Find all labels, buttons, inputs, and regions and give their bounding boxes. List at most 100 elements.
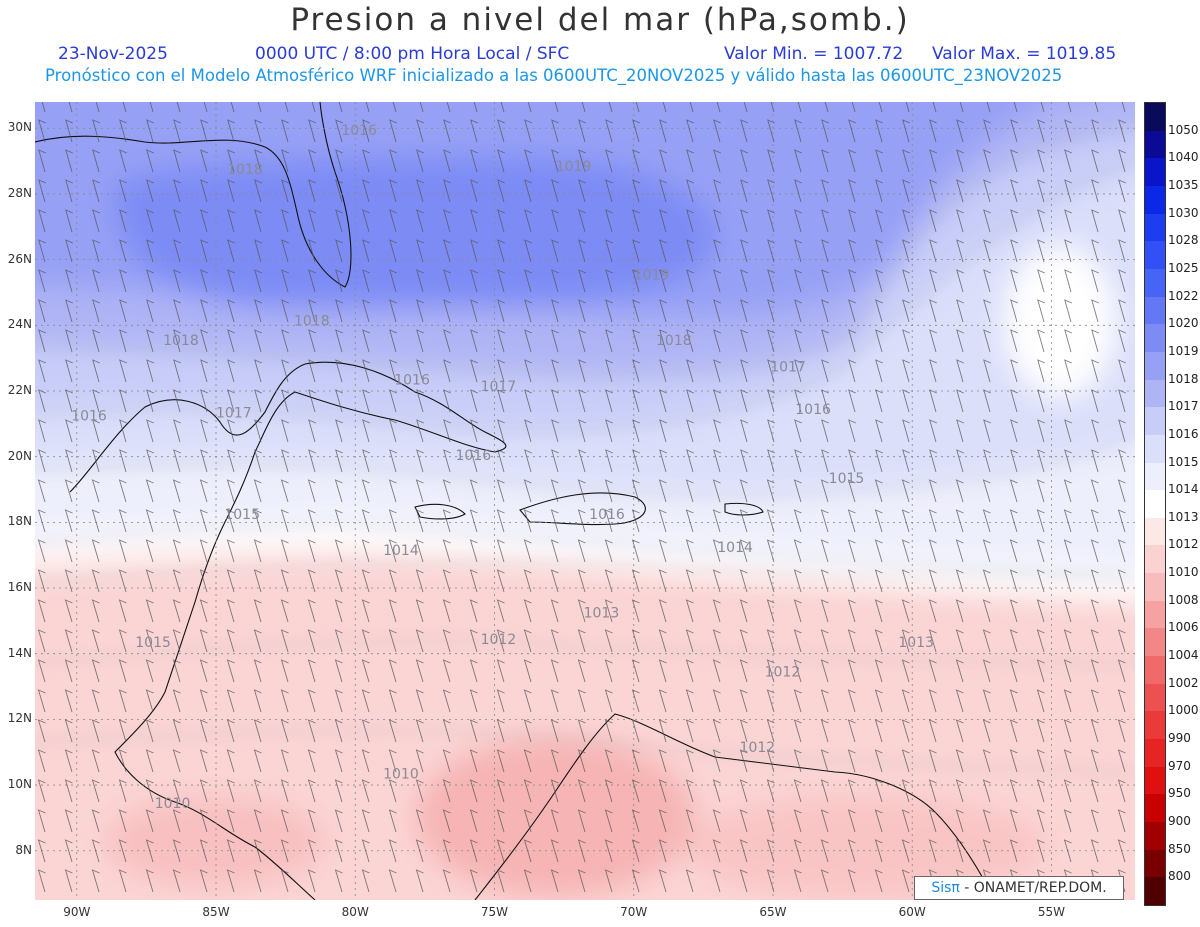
wind-barb [982, 779, 991, 803]
wind-barb [1009, 689, 1018, 713]
wind-barb [497, 389, 505, 413]
legend-label: 1002 [1168, 675, 1199, 690]
wind-barb [875, 359, 883, 383]
wind-barb [226, 749, 235, 773]
wind-barb [281, 449, 289, 473]
wind-barb [821, 449, 829, 473]
wind-barb [604, 839, 613, 863]
wind-barb [1091, 299, 1099, 323]
wind-barb [469, 869, 478, 893]
wind-barb [875, 449, 883, 473]
isobar-label: 1017 [216, 405, 252, 421]
wind-barb [37, 569, 46, 593]
wind-barb [145, 749, 154, 773]
wind-barb [793, 719, 802, 743]
wind-barb [199, 839, 208, 863]
wind-barb [415, 479, 424, 503]
lon-label: 80W [341, 905, 369, 919]
wind-barb [496, 629, 505, 653]
wind-barb [469, 479, 478, 503]
legend-swatch [1145, 573, 1165, 602]
wind-barb [739, 749, 748, 773]
wind-barb [334, 869, 343, 893]
wind-barb [226, 629, 235, 653]
wind-barb [1118, 269, 1126, 293]
wind-barb [1036, 509, 1045, 533]
wind-barb [173, 389, 181, 413]
wind-barb [659, 329, 667, 353]
legend-swatch [1145, 628, 1165, 657]
wind-barb [442, 869, 451, 893]
wind-barb [200, 419, 208, 443]
wind-barb [496, 509, 505, 533]
wind-barb [389, 209, 397, 233]
legend-swatch [1145, 849, 1165, 878]
wind-barb [1010, 269, 1018, 293]
wind-barb [443, 299, 451, 323]
legend-label: 1012 [1168, 537, 1199, 552]
wind-barb [119, 209, 127, 233]
wind-barb [902, 209, 910, 233]
wind-barb [982, 689, 991, 713]
wind-barb [659, 239, 667, 263]
wind-barb [713, 329, 721, 353]
wind-barb [983, 419, 991, 443]
wind-barb [253, 479, 262, 503]
wind-barb [388, 569, 397, 593]
wind-barb [254, 209, 262, 233]
wind-barb [1010, 209, 1018, 233]
wind-barb [604, 689, 613, 713]
wind-barb [901, 839, 910, 863]
wind-barb [578, 359, 586, 383]
legend-label: 1019 [1168, 343, 1199, 358]
isobar-label: 1010 [155, 796, 191, 812]
wind-barb [685, 629, 694, 653]
wind-barb [334, 839, 343, 863]
wind-barb [1037, 359, 1045, 383]
wind-barb [793, 779, 802, 803]
wind-barb [929, 299, 937, 323]
wind-barb [469, 629, 478, 653]
lon-label: 85W [202, 905, 230, 919]
wind-barb [227, 299, 235, 323]
wind-barb [1036, 689, 1045, 713]
legend-swatch [1145, 407, 1165, 436]
wind-barb [956, 359, 964, 383]
wind-barb [1090, 599, 1099, 623]
wind-barb [901, 569, 910, 593]
wind-barb [92, 269, 100, 293]
wind-barb [605, 209, 613, 233]
wind-barb [740, 119, 748, 143]
wind-barb [821, 269, 829, 293]
wind-barb [767, 119, 775, 143]
wind-barb [334, 809, 343, 833]
wind-barb [199, 599, 208, 623]
wind-barb [821, 389, 829, 413]
wind-barb [38, 359, 46, 383]
wind-barb [362, 269, 370, 293]
isobar-label: 1014 [717, 540, 753, 556]
wind-barb [875, 299, 883, 323]
wind-barb [199, 479, 208, 503]
legend-swatch [1145, 213, 1165, 242]
wind-barb [389, 119, 397, 143]
wind-barb [146, 359, 154, 383]
wind-barb [739, 809, 748, 833]
wind-barb [820, 629, 829, 653]
wind-barb [280, 569, 289, 593]
wind-barb [280, 719, 289, 743]
wind-barb [820, 839, 829, 863]
wind-barb [389, 149, 397, 173]
wind-barb [821, 239, 829, 263]
wind-barb [172, 659, 181, 683]
wind-barb [172, 869, 181, 893]
wind-barb [469, 779, 478, 803]
wind-barb [253, 539, 262, 563]
wind-barb [793, 689, 802, 713]
wind-barb [470, 329, 478, 353]
wind-barb [631, 629, 640, 653]
wind-barb [200, 119, 208, 143]
wind-barb [740, 419, 748, 443]
wind-barb [820, 539, 829, 563]
wind-barb [1036, 719, 1045, 743]
